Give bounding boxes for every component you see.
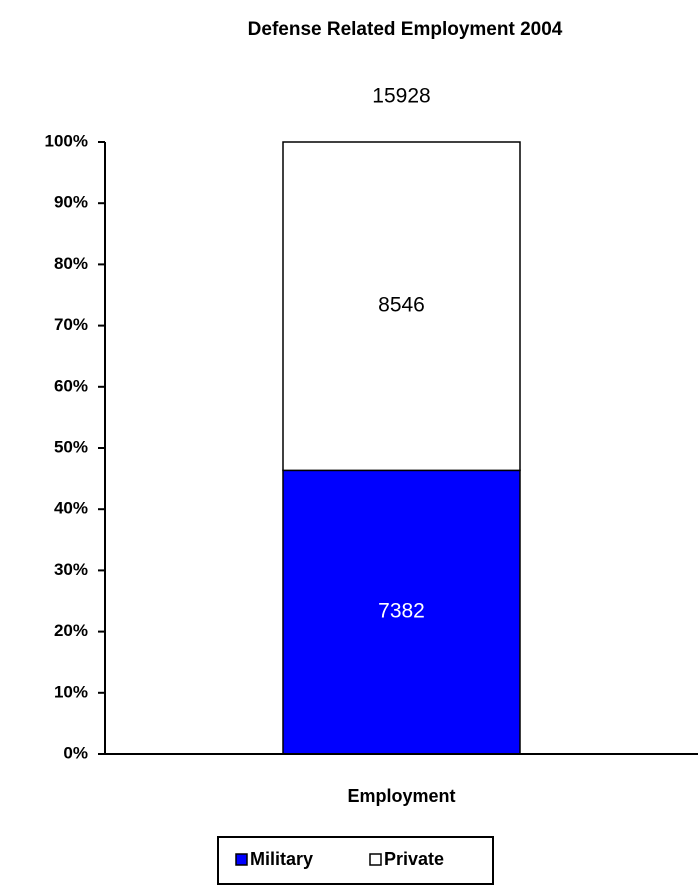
legend-swatch	[369, 853, 382, 866]
bar-segment	[282, 141, 521, 472]
y-tick-label: 90%	[54, 193, 88, 212]
y-tick-label: 40%	[54, 499, 88, 518]
y-tick-label: 0%	[63, 743, 88, 762]
legend-swatch	[235, 853, 248, 866]
y-tick-label: 10%	[54, 682, 88, 701]
bar-segment	[282, 469, 521, 755]
total-label: 15928	[372, 85, 430, 108]
data-label: 8546	[378, 294, 425, 317]
y-tick-label: 50%	[54, 437, 88, 456]
y-tick-label: 80%	[54, 254, 88, 273]
y-tick-label: 20%	[54, 621, 88, 640]
legend-box	[217, 836, 494, 885]
y-tick-label: 70%	[54, 315, 88, 334]
legend-label: Military	[250, 849, 313, 869]
x-tick-label: Employment	[347, 786, 455, 806]
y-tick-label: 100%	[45, 131, 88, 150]
legend-label: Private	[384, 849, 444, 869]
chart-title: Defense Related Employment 2004	[248, 19, 563, 40]
data-label: 7382	[378, 600, 425, 623]
y-tick-label: 30%	[54, 560, 88, 579]
y-tick-label: 60%	[54, 376, 88, 395]
